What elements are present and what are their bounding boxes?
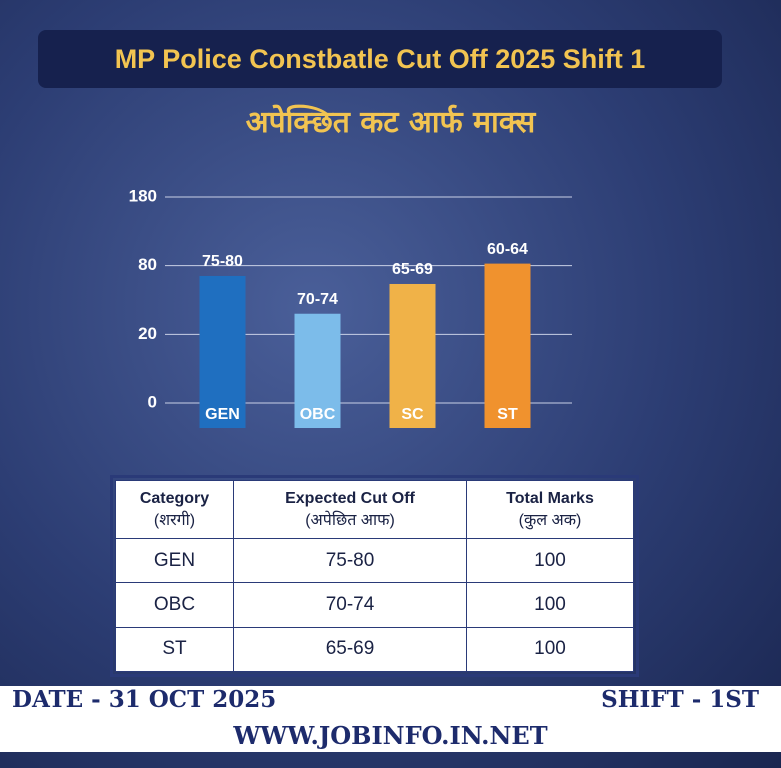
cell: OBC: [115, 582, 234, 628]
bar: [294, 313, 341, 428]
chart: 0 20 80 180 75-80 GEN 70-74 OBC 65-69 SC 60-64 ST: [129, 186, 572, 428]
date: DATE - 31 OCT 2025: [12, 686, 277, 713]
value-label: 65-69: [392, 261, 433, 278]
cell: 100: [466, 626, 634, 673]
y-tick-label: 20: [138, 324, 157, 343]
value-label: 60-64: [487, 241, 528, 258]
website: WWW.JOBINFO.IN.NET: [0, 720, 781, 752]
bar: [389, 283, 436, 428]
value-label: 70-74: [297, 291, 338, 308]
cell: 75-80: [233, 537, 467, 584]
header-text: (अपेछित आफ): [305, 511, 395, 529]
value-label: 75-80: [202, 253, 243, 270]
x-tick-label: SC: [401, 406, 424, 423]
cell: 100: [466, 582, 634, 628]
shift: SHIFT - 1ST: [601, 686, 759, 713]
x-tick-label: OBC: [300, 406, 336, 423]
header-cell: Category (शरगी): [115, 480, 234, 539]
title: MP Police Constbatle Cut Off 2025 Shift …: [38, 30, 722, 88]
header-text: (कुल अक): [518, 511, 582, 529]
cell: GEN: [115, 537, 234, 584]
footer-strip: [0, 686, 781, 720]
x-tick-label: ST: [497, 406, 518, 423]
cell: 70-74: [233, 582, 467, 628]
cell: 100: [466, 537, 634, 584]
subtitle: अपेक्छित कट आर्फ माक्स: [245, 105, 536, 140]
cell: ST: [115, 626, 234, 673]
cutoff-table: Category (शरगी) Expected Cut Off (अपेछित आ…: [110, 475, 639, 677]
y-tick-label: 80: [138, 255, 157, 274]
header-cell: Expected Cut Off (अपेछित आफ): [233, 480, 467, 539]
cell: 65-69: [233, 626, 467, 673]
header-text: Expected Cut Off: [285, 489, 415, 507]
header-text: (शरगी): [153, 511, 196, 529]
y-tick-label: 180: [129, 186, 157, 205]
header-text: Category: [139, 489, 210, 507]
header-text: Total Marks: [506, 489, 594, 507]
bar: [199, 275, 246, 428]
header-cell: Total Marks (कुल अक): [466, 480, 634, 539]
bar: [484, 263, 531, 428]
y-tick-label: 0: [148, 392, 157, 411]
x-tick-label: GEN: [205, 406, 240, 423]
